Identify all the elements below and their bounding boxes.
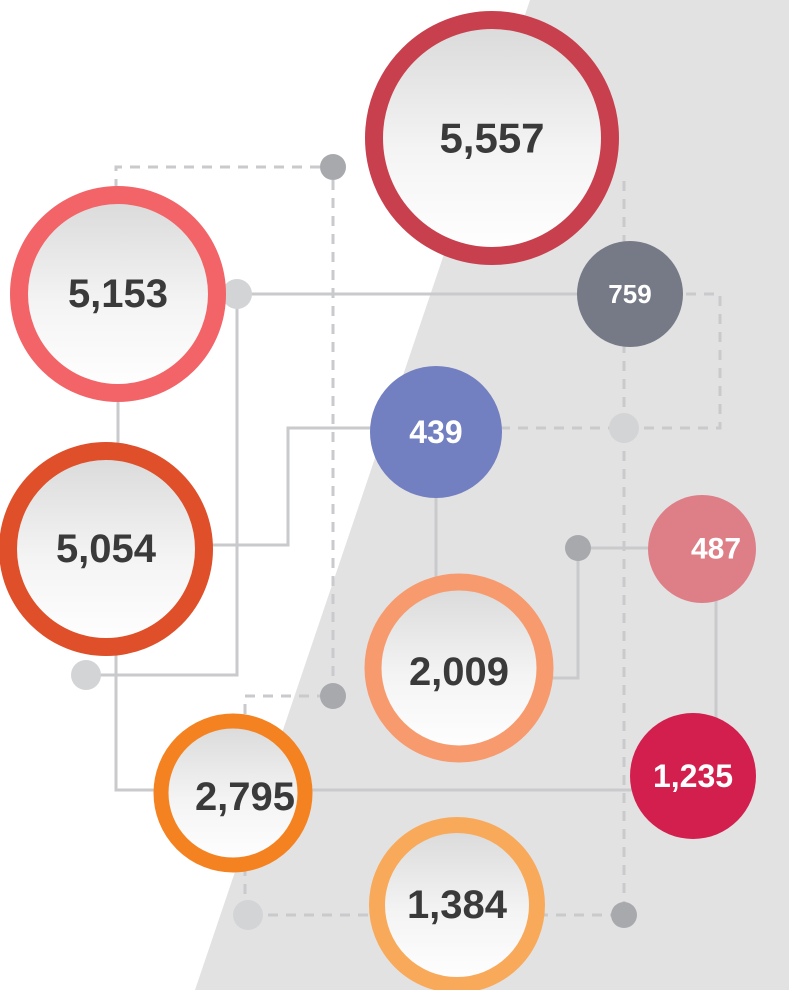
solid-node: 759 xyxy=(577,241,683,347)
solid-node: 1,235 xyxy=(630,713,756,839)
node-label: 439 xyxy=(409,414,462,450)
ring-node: 1,384 xyxy=(369,817,545,990)
node-label: 1,384 xyxy=(407,883,508,927)
solid-node: 439 xyxy=(370,366,502,498)
node-label: 2,009 xyxy=(409,650,509,694)
node-label: 2,795 xyxy=(195,775,295,819)
solid-node: 487 xyxy=(648,495,756,603)
dots xyxy=(71,154,639,930)
ring-node: 2,795 xyxy=(153,713,313,873)
node-label: 5,153 xyxy=(68,272,168,316)
node-label: 1,235 xyxy=(653,758,733,794)
node-label: 5,557 xyxy=(439,115,544,162)
node-label: 5,054 xyxy=(56,527,157,571)
ring-node: 5,054 xyxy=(0,442,213,656)
ring-node: 5,557 xyxy=(365,11,619,265)
ring-node: 2,009 xyxy=(364,573,554,763)
node-label: 487 xyxy=(691,533,741,566)
ring-node: 5,153 xyxy=(10,186,226,402)
node-label: 759 xyxy=(608,279,651,309)
